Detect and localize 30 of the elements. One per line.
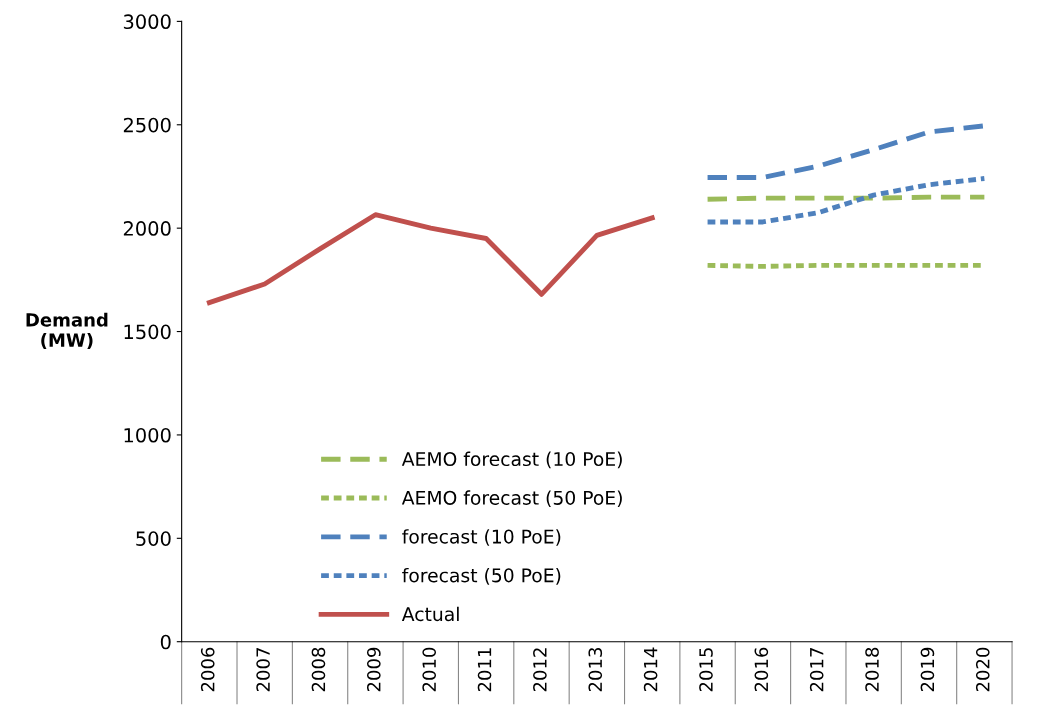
x-tick-label: 2014 [643,647,658,692]
y-tick-label: 0 [160,634,171,650]
x-tick-label: 2015 [699,648,713,692]
x-tick-label: 2007 [256,648,270,692]
x-tick-label: 2009 [366,647,381,692]
y-axis-title: Demand (MW) [26,312,108,350]
y-tick-label: 500 [136,531,171,546]
legend-label: Actual [401,606,459,622]
x-tick-label: 2019 [920,647,935,692]
y-tick-label: 2500 [123,117,171,133]
line-series [705,176,987,225]
x-tick-label: 2011 [477,648,492,692]
y-tick-label: 2000 [123,221,171,236]
legend-label: forecast (10 PoE) [402,529,561,546]
x-tick-label: 2013 [588,648,603,692]
x-tick-label: 2008 [311,647,326,692]
legend-label: forecast (50 PoE) [402,567,561,585]
y-tick-label: 1500 [124,324,171,340]
x-tick-label: 2012 [533,648,547,692]
y-tick-label: 1000 [124,427,171,443]
legend-label: AEMO forecast (10 PoE) [401,451,622,469]
x-tick-label: 2016 [754,647,769,692]
line-series [206,212,655,306]
legend-label: AEMO forecast (50 PoE) [401,490,622,508]
x-tick-label: 2018 [865,647,879,692]
x-tick-label: 2020 [975,647,990,692]
x-tick-label: 2010 [422,647,437,692]
y-tick-label: 3000 [123,14,171,30]
x-tick-label: 2017 [809,648,824,692]
x-tick-label: 2006 [200,647,215,692]
